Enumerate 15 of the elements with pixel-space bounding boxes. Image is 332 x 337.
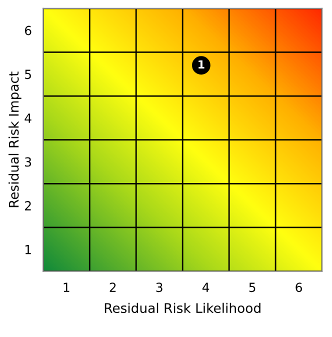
x-tick-label: 5 [249, 282, 256, 292]
y-tick-label: 1 [25, 245, 31, 254]
x-tick-label: 6 [296, 282, 302, 292]
y-tick-label: 4 [24, 114, 32, 123]
y-tick-label: 6 [24, 26, 32, 36]
y-axis-title: Residual Risk Impact [8, 72, 22, 208]
y-tick-label: 2 [25, 201, 31, 210]
y-tick-label: 3 [25, 157, 32, 167]
x-axis-title: Residual Risk Likelihood [104, 302, 260, 314]
x-tick-label: 4 [202, 282, 210, 292]
x-tick-label: 3 [156, 282, 162, 292]
x-tick-label: 1 [64, 282, 70, 292]
x-tick-label: 2 [110, 282, 116, 292]
annotation: 1 [198, 60, 204, 68]
y-tick-label: 5 [25, 70, 31, 80]
